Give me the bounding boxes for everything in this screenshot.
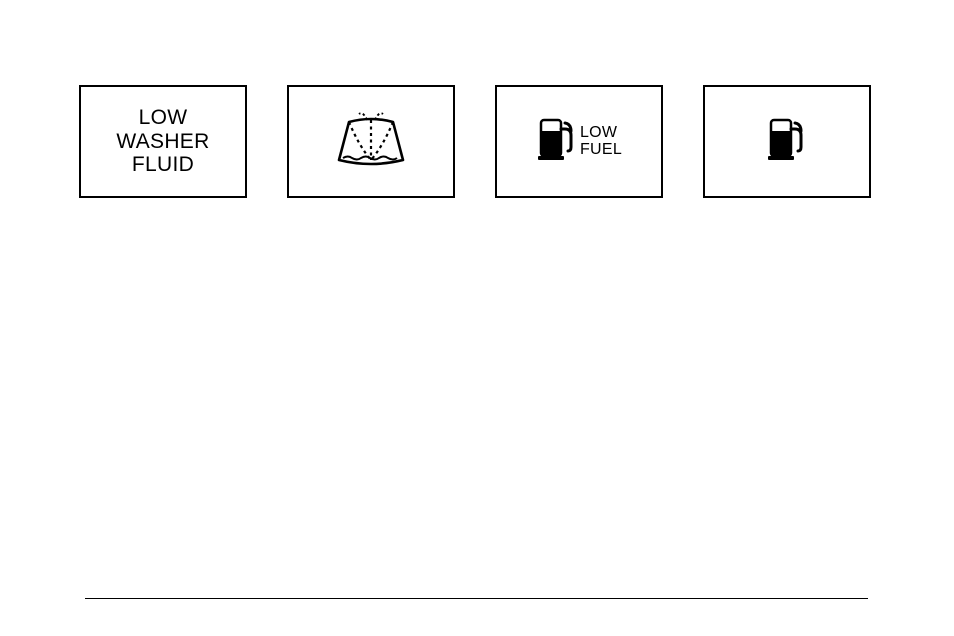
panel-low-fuel: LOW FUEL [495,85,663,198]
fuel-pump-icon [536,117,578,166]
panel-low-washer-fluid: LOW WASHER FLUID [79,85,247,198]
page-divider [85,598,868,599]
low-fuel-group: LOW FUEL [536,117,622,166]
panel-fuel-icon [703,85,871,198]
windshield-washer-icon [329,108,413,175]
low-fuel-label: LOW FUEL [580,125,622,159]
panel-washer-fluid-icon [287,85,455,198]
fuel-pump-icon [766,117,808,166]
indicator-panels-row: LOW WASHER FLUID [79,85,871,198]
low-washer-fluid-label: LOW WASHER FLUID [116,106,209,177]
